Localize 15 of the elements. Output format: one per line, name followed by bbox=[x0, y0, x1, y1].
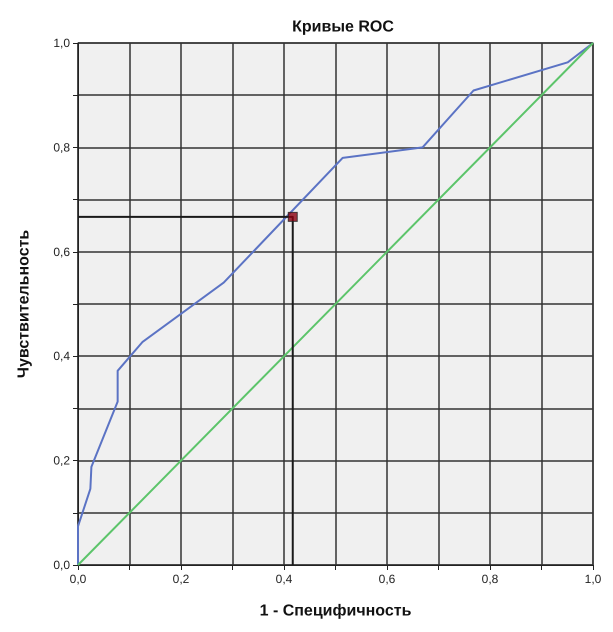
chart-title: Кривые ROC bbox=[292, 18, 394, 36]
x-axis-title: 1 - Специфичность bbox=[260, 602, 412, 620]
x-tick-label: 0,8 bbox=[482, 572, 499, 586]
x-tick-label: 1,0 bbox=[584, 572, 602, 586]
y-tick-label: 1,0 bbox=[53, 36, 70, 50]
y-axis-title: Чувствительность bbox=[16, 230, 32, 378]
y-tick-label: 0,8 bbox=[53, 140, 70, 154]
x-tick-label: 0,6 bbox=[378, 572, 396, 586]
y-tick-label: 0,4 bbox=[53, 349, 70, 364]
x-tick-label: 0,0 bbox=[70, 572, 87, 586]
x-tick-label: 0,4 bbox=[276, 572, 293, 586]
y-tick-label: 0,2 bbox=[53, 454, 70, 468]
y-tick-label: 0,0 bbox=[53, 558, 70, 572]
y-tick-label: 0,6 bbox=[53, 244, 70, 259]
x-tick-label: 0,2 bbox=[172, 572, 190, 586]
